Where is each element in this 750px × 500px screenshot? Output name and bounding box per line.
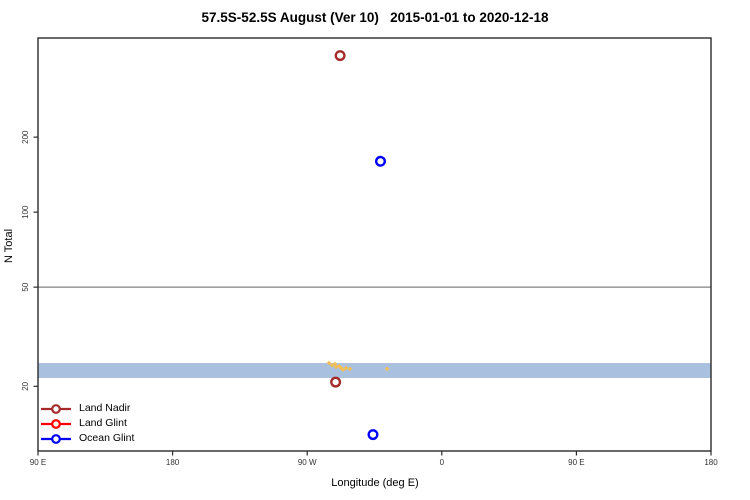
y-tick-label: 100: [21, 205, 30, 219]
data-point-small: [340, 367, 346, 373]
y-tick-label: 200: [21, 130, 30, 144]
data-point: [330, 376, 342, 388]
legend-item-land-nadir: Land Nadir: [40, 401, 134, 416]
legend-label: Land Glint: [79, 417, 127, 429]
legend-circle: [51, 418, 61, 429]
x-tick-label: 180: [166, 458, 180, 467]
y-tick-label: 20: [21, 381, 30, 390]
legend-item-ocean-glint: Ocean Glint: [40, 431, 134, 446]
x-tick-label: 90 E: [568, 458, 584, 467]
data-point-small: [384, 366, 390, 372]
x-tick-label: 90 W: [298, 458, 317, 467]
legend-label: Ocean Glint: [79, 432, 135, 444]
chart-title: 57.5S-52.5S August (Ver 10) 2015-01-01 t…: [201, 10, 549, 25]
band: [38, 363, 711, 378]
legend-circle: [51, 403, 61, 414]
data-point-small: [343, 365, 349, 371]
legend: Land Nadir Land Glint Ocean Glint: [40, 401, 134, 446]
legend-marker-line-circle-icon: [41, 403, 71, 414]
data-point: [334, 50, 346, 62]
y-axis-label: N Total: [3, 228, 15, 264]
legend-item-land-glint: Land Glint: [40, 416, 134, 431]
legend-marker-line-circle-icon: [41, 418, 71, 429]
x-tick-label: 180: [704, 458, 718, 467]
data-point-small: [326, 360, 332, 366]
legend-label: Land Nadir: [79, 402, 131, 414]
legend-circle: [51, 433, 61, 444]
y-tick-label: 50: [21, 282, 30, 291]
x-axis-label: Longitude (deg E): [331, 477, 419, 489]
x-tick-label: 0: [440, 458, 445, 467]
legend-marker-line-circle-icon: [41, 433, 71, 444]
data-point: [367, 429, 379, 441]
plot-box: [37, 37, 712, 452]
x-tick-label: 90 E: [30, 458, 46, 467]
data-point-small: [347, 366, 353, 372]
data-point: [374, 155, 386, 167]
